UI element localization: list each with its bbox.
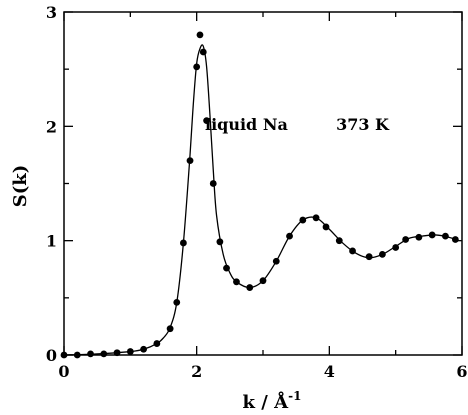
plot-frame (63, 11, 463, 356)
annotations: liquid Na 373 K (205, 115, 390, 134)
x-tick-label: 2 (191, 362, 202, 381)
x-axis-label-sup: -1 (288, 389, 301, 403)
x-tick-label: 4 (324, 362, 335, 381)
data-point (203, 117, 211, 125)
data-point (392, 244, 400, 251)
data-point (272, 257, 280, 265)
data-point (286, 232, 293, 240)
x-axis-label-main: k / Å (243, 390, 290, 413)
chart-annotation: liquid Na (205, 115, 288, 134)
data-point (246, 284, 254, 291)
data-point (216, 238, 224, 246)
tick-labels: 0 2 4 6 0 1 2 3 (46, 3, 468, 381)
data-point (73, 351, 81, 359)
data-points (60, 31, 459, 359)
data-point (312, 214, 320, 222)
data-point (166, 325, 174, 333)
data-point (451, 236, 459, 243)
y-tick-label: 3 (46, 3, 57, 22)
sk-curve (63, 44, 459, 356)
data-point (402, 236, 410, 243)
data-point (60, 351, 68, 359)
data-point (173, 299, 181, 306)
data-point (365, 253, 373, 261)
data-point (126, 348, 134, 355)
data-point (335, 237, 343, 245)
data-point (193, 63, 201, 71)
data-point (379, 250, 386, 258)
data-point (186, 157, 194, 165)
y-tick-label: 0 (46, 346, 57, 365)
y-tick-label: 2 (46, 117, 57, 136)
chart-annotation: 373 K (336, 115, 390, 134)
data-point (209, 180, 217, 187)
x-tick-label: 0 (58, 362, 69, 381)
data-point (199, 48, 207, 56)
data-point (415, 233, 423, 241)
data-point (113, 349, 121, 357)
y-axis-label: S(k) (10, 165, 31, 208)
data-point (196, 31, 204, 39)
data-point (100, 350, 108, 358)
y-tick-label: 1 (46, 232, 57, 251)
data-point (180, 239, 187, 247)
data-point (299, 216, 307, 224)
data-point (233, 278, 240, 286)
data-point (223, 264, 230, 272)
x-axis-label: k / Å-1 (243, 389, 302, 413)
data-point (322, 223, 330, 231)
data-point (428, 231, 436, 239)
axis-ticks (63, 11, 463, 356)
data-point (140, 345, 148, 353)
data-point (442, 232, 449, 240)
data-point (153, 340, 161, 347)
x-tick-label: 6 (456, 362, 467, 381)
data-point (259, 277, 267, 285)
data-point (87, 350, 94, 358)
data-point (349, 247, 356, 255)
